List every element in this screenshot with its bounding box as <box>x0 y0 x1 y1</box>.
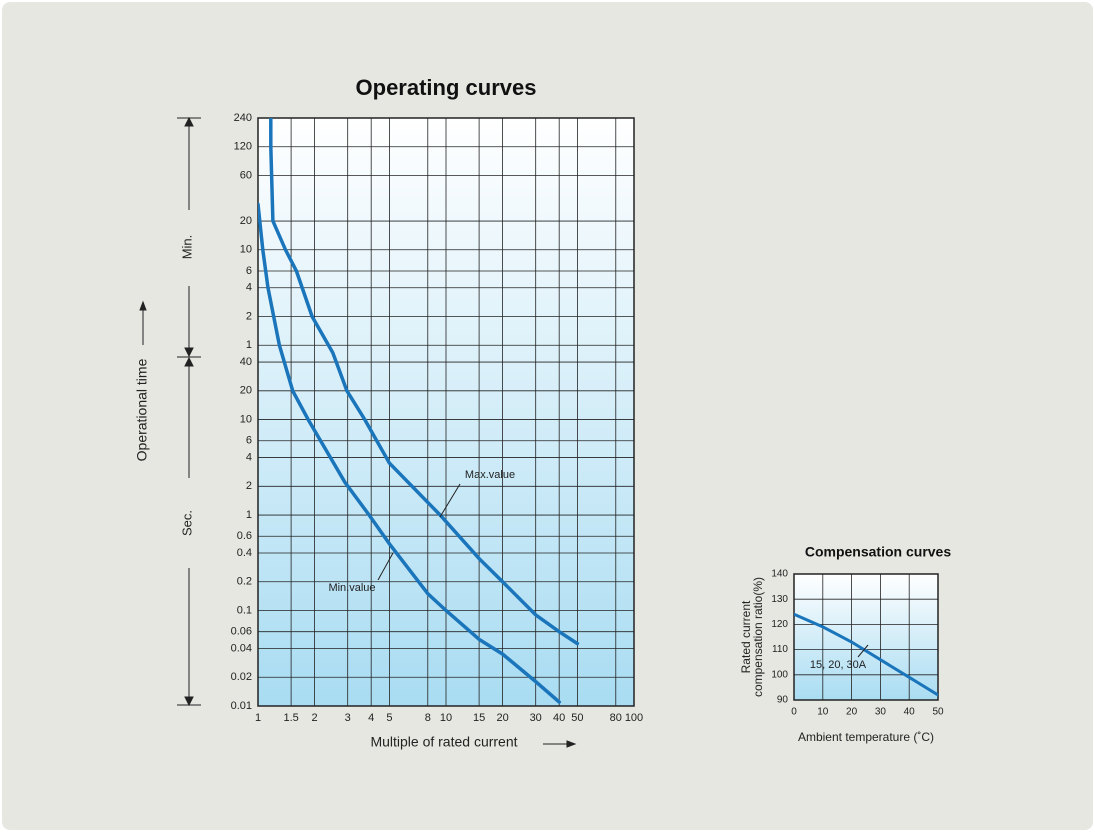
y-tick-label: 120 <box>234 141 252 153</box>
y-tick-label: 10 <box>240 413 252 425</box>
sec-label: Sec. <box>179 510 194 536</box>
y-tick-label: 1 <box>246 509 252 521</box>
y-tick-label: 140 <box>771 569 788 580</box>
x-tick-label: 0 <box>791 707 797 718</box>
y-tick-label: 110 <box>772 644 788 655</box>
y-tick-label: 240 <box>234 112 252 124</box>
y-tick-label: 100 <box>771 669 788 680</box>
x-tick-label: 40 <box>904 707 916 718</box>
y-tick-label: 0.4 <box>237 547 252 559</box>
y-tick-label: 0.02 <box>231 671 252 683</box>
x-tick-label: 5 <box>386 712 392 724</box>
y-tick-label: 130 <box>771 594 788 605</box>
leader-line <box>439 483 461 518</box>
x-axis-label: Ambient temperature (˚C) <box>798 730 934 744</box>
y-tick-label: 0.06 <box>231 626 252 638</box>
x-tick-label: 10 <box>440 712 452 724</box>
y-tick-label: 2 <box>246 480 252 492</box>
y-tick-label: 60 <box>240 169 252 181</box>
y-tick-label: 0.2 <box>237 576 252 588</box>
x-tick-label: 20 <box>496 712 508 724</box>
time-brackets <box>139 116 577 748</box>
curve-label: Min.value <box>328 582 375 594</box>
y-tick-label: 90 <box>777 695 789 706</box>
y-tick-label: 4 <box>246 282 252 294</box>
curve <box>794 612 938 697</box>
plot-frame <box>793 573 939 701</box>
plot-frame <box>257 117 635 707</box>
min-label: Min. <box>179 235 194 260</box>
y-tick-label: 40 <box>240 356 252 368</box>
x-tick-label: 4 <box>368 712 374 724</box>
chart-title: Operating curves <box>356 75 537 100</box>
chart-title: Compensation curves <box>805 544 951 560</box>
x-tick-label: 1.5 <box>283 712 298 724</box>
y-axis-label: Rated current <box>739 600 753 673</box>
x-tick-label: 80 <box>610 712 622 724</box>
y-tick-label: 0.01 <box>231 700 252 712</box>
x-tick-label: 2 <box>312 712 318 724</box>
x-tick-label: 30 <box>875 707 887 718</box>
x-tick-label: 15 <box>473 712 485 724</box>
leader-line <box>377 552 394 581</box>
y-tick-label: 20 <box>240 215 252 227</box>
x-tick-label: 20 <box>846 707 858 718</box>
curve-label: Max.value <box>465 469 515 481</box>
curve <box>258 202 561 704</box>
y-tick-label: 1 <box>246 339 252 351</box>
x-tick-label: 10 <box>817 707 829 718</box>
y-tick-label: 20 <box>240 385 252 397</box>
x-tick-label: 8 <box>425 712 431 724</box>
y-tick-label: 10 <box>240 244 252 256</box>
y-tick-label: 0.6 <box>237 530 252 542</box>
curve-label: 15, 20, 30A <box>810 659 867 671</box>
y-tick-label: 0.1 <box>237 604 252 616</box>
y-tick-label: 0.04 <box>231 642 252 654</box>
y-axis-label: compensation ratio(%) <box>751 577 765 697</box>
y-tick-label: 120 <box>771 619 788 630</box>
leader-line <box>857 644 869 658</box>
y-tick-label: 6 <box>246 265 252 277</box>
x-tick-label: 50 <box>932 707 944 718</box>
x-tick-label: 100 <box>625 712 643 724</box>
x-tick-label: 40 <box>553 712 565 724</box>
x-tick-label: 1 <box>255 712 261 724</box>
x-tick-label: 30 <box>530 712 542 724</box>
y-tick-label: 2 <box>246 310 252 322</box>
x-tick-label: 3 <box>345 712 351 724</box>
x-tick-label: 50 <box>571 712 583 724</box>
y-tick-label: 6 <box>246 435 252 447</box>
curve <box>269 118 580 646</box>
y-tick-label: 4 <box>246 451 252 463</box>
y-axis-label: Operational time <box>134 358 150 461</box>
x-axis-label: Multiple of rated current <box>370 734 517 750</box>
